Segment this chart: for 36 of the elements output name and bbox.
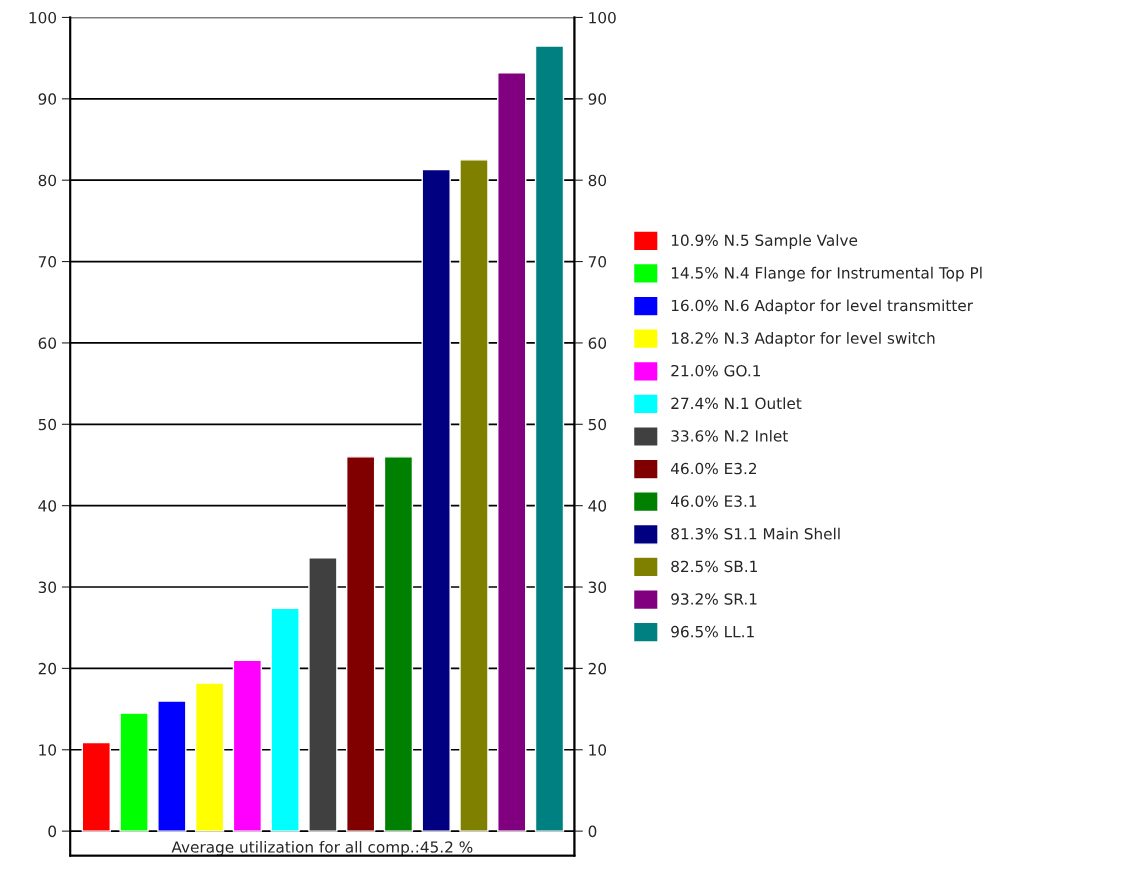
legend-label: 96.5% LL.1 — [671, 625, 754, 638]
legend-label: 93.2% SR.1 — [671, 593, 757, 605]
y2-tick-label: 10 — [589, 744, 607, 756]
y-tick-label: 20 — [38, 662, 57, 675]
y-tick-label: 50 — [38, 418, 57, 431]
y-tick-label: 40 — [38, 500, 57, 512]
y-tick-label: 30 — [38, 581, 57, 594]
legend-label: 33.6% N.2 Inlet — [671, 429, 788, 442]
legend-label: 10.9% N.5 Sample Valve — [671, 234, 858, 249]
y2-tick-label: 40 — [588, 500, 607, 512]
y2-tick-label: 100 — [589, 11, 616, 24]
legend-label: 16.0% N.6 Adaptor for level transmitter — [671, 299, 974, 315]
y2-tick-label: 60 — [588, 337, 607, 349]
legend-label: 18.2% N.3 Adaptor for level switch — [671, 332, 935, 347]
y-tick-label: 90 — [38, 93, 57, 105]
y2-tick-label: 80 — [588, 174, 607, 187]
legend-label: 46.0% E3.1 — [670, 495, 757, 507]
legend-label: 46.0% E3.2 — [670, 462, 757, 475]
y2-tick-label: 70 — [588, 256, 607, 268]
y-tick-label: 70 — [38, 256, 57, 268]
legend-label: 14.5% N.4 Flange for Instrumental Top Pl — [671, 266, 982, 282]
y-tick-label: 100 — [29, 11, 57, 24]
y-tick-label: 10 — [39, 744, 57, 756]
y2-tick-label: 90 — [588, 93, 607, 105]
y-tick-label: 0 — [48, 825, 57, 838]
y-tick-label: 80 — [38, 174, 57, 187]
y2-tick-label: 50 — [588, 418, 607, 431]
y2-tick-label: 30 — [588, 581, 607, 594]
legend-label: 81.3% S1.1 Main Shell — [671, 527, 840, 540]
legend-label: 27.4% N.1 Outlet — [671, 397, 802, 410]
legend-label: 82.5% SB.1 — [671, 560, 757, 573]
y2-tick-label: 0 — [588, 825, 597, 838]
legend-label: 21.0% GO.1 — [671, 364, 761, 377]
x-axis-title: Average utilization for all comp.:45.2 % — [171, 840, 473, 856]
y-tick-label: 60 — [38, 337, 57, 349]
y2-tick-label: 20 — [588, 662, 607, 675]
